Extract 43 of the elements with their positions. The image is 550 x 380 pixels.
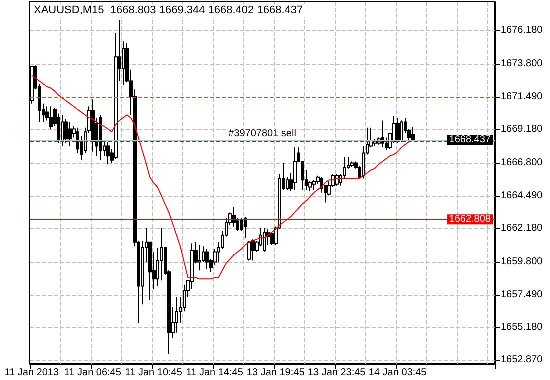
candlestick	[312, 180, 316, 191]
candlestick	[198, 244, 201, 272]
y-tick-label: 1673.800	[501, 58, 544, 70]
y-tick-label: 1664.490	[501, 190, 544, 202]
y-tick-label: 1657.490	[501, 289, 544, 300]
ref-line-label: 1662.808	[449, 214, 492, 226]
y-tick-label: 1669.180	[501, 124, 544, 136]
candlestick	[99, 114, 102, 161]
y-tick-label: 1666.800	[501, 158, 544, 169]
x-tick-label: 11 Jan 14:45	[186, 368, 244, 378]
candlestick	[400, 120, 403, 142]
y-tick-label: 1662.180	[501, 223, 544, 234]
candlestick	[411, 126, 415, 142]
x-tick-label: 13 Jan 19:45	[246, 368, 306, 378]
chart-title: XAUUSD,M15 1668.803 1669.344 1668.402 1668.437	[34, 4, 304, 16]
candlestick	[106, 141, 110, 166]
candlestick	[247, 240, 251, 262]
candlestick	[91, 99, 95, 152]
x-tick-label: 13 Jan 23:45	[308, 368, 366, 378]
y-tick-label: 1652.870	[501, 354, 544, 366]
y-tick-label: 1671.490	[501, 91, 544, 102]
candlestick	[64, 118, 68, 144]
candlestick	[232, 206, 236, 228]
candlestick	[61, 114, 64, 147]
y-tick-label: 1659.800	[501, 256, 544, 268]
ref-line-label: #39707801 sell	[228, 128, 296, 140]
candlestick	[263, 228, 266, 253]
candlestick	[350, 161, 354, 168]
y-tick-label: 1655.180	[501, 322, 544, 334]
ref-line-label: 1668.437	[449, 134, 492, 146]
candlestick	[244, 216, 247, 239]
x-tick-label: 11 Jan 2013	[4, 368, 60, 378]
x-tick-label: 11 Jan 06:45	[64, 368, 122, 378]
candlestick	[396, 117, 400, 144]
candlestick	[205, 248, 209, 270]
candlestick	[68, 122, 72, 147]
y-tick-label: 1676.180	[501, 25, 544, 36]
x-tick-label: 14 Jan 03:45	[368, 368, 428, 378]
candlestick	[49, 106, 53, 130]
x-tick-label: 11 Jan 10:45	[125, 368, 183, 378]
candlestick	[381, 120, 384, 148]
candlestick	[293, 147, 297, 191]
candlestick	[251, 239, 255, 262]
